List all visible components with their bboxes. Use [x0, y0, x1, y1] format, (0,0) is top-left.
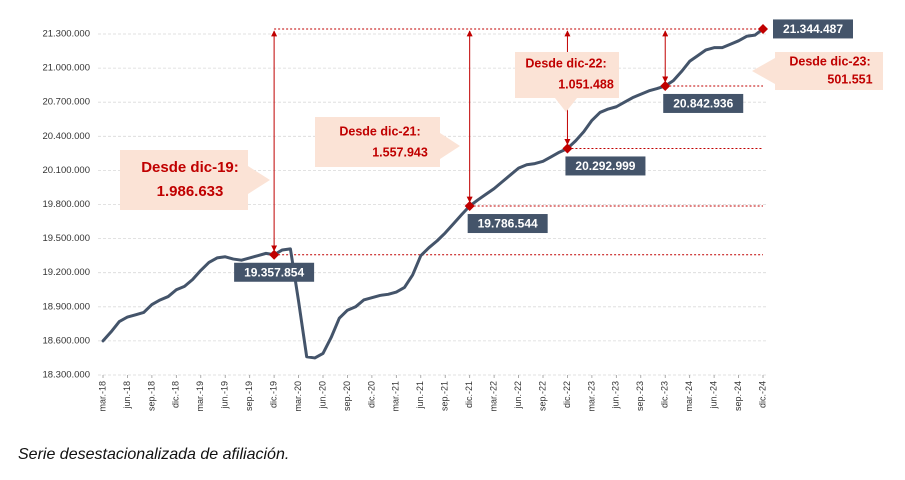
point-marker	[269, 249, 280, 260]
point-label: 20.292.999	[575, 159, 635, 173]
point-label-box	[467, 214, 548, 234]
callout-box	[775, 52, 883, 90]
callout-value: 1.051.488	[558, 77, 614, 91]
x-tick-label: jun.-21	[415, 381, 425, 410]
x-tick-label: jun.-23	[611, 381, 621, 410]
x-tick-label: jun.-19	[220, 381, 230, 410]
point-marker	[660, 80, 671, 91]
x-tick-label: mar.-22	[488, 381, 498, 412]
y-tick-label: 20.700.000	[42, 97, 90, 108]
x-tick-label: dic.-21	[464, 381, 474, 408]
callout-title: Desde dic-23:	[789, 54, 870, 68]
callout-box	[515, 52, 619, 98]
callout-pointer	[555, 98, 577, 112]
y-tick-label: 18.300.000	[42, 370, 90, 381]
callout-title: Desde dic-22:	[525, 56, 606, 70]
point-label-box	[234, 262, 315, 282]
y-tick-label: 19.200.000	[42, 267, 90, 278]
x-tick-label: dic.-20	[366, 381, 376, 408]
x-tick-label: dic.-23	[660, 381, 670, 408]
callout-box	[315, 117, 440, 167]
point-marker	[562, 143, 573, 154]
x-tick-label: sep.-22	[537, 381, 547, 411]
x-tick-label: jun.-20	[317, 381, 327, 410]
callout-box	[120, 150, 248, 210]
x-tick-label: jun.-22	[513, 381, 523, 410]
callout-pointer	[752, 58, 775, 84]
point-label-box	[773, 19, 853, 39]
x-tick-label: jun.-18	[122, 381, 132, 410]
x-tick-label: mar.-20	[293, 381, 303, 412]
point-label: 20.842.936	[673, 97, 733, 111]
y-tick-label: 20.100.000	[42, 165, 90, 176]
x-tick-label: dic.-19	[268, 381, 278, 408]
line	[101, 27, 765, 360]
point-marker	[464, 201, 475, 212]
point-label-box	[663, 93, 744, 113]
x-tick-label: dic.-18	[171, 381, 181, 408]
point-label: 19.357.854	[244, 265, 304, 279]
point-label: 19.786.544	[478, 217, 538, 231]
callout-pointer	[248, 166, 270, 194]
callout-title: Desde dic-19:	[141, 159, 239, 176]
caption: Serie desestacionalizada de afiliación.	[18, 446, 289, 463]
x-tick-label: mar.-19	[195, 381, 205, 412]
y-tick-label: 18.900.000	[42, 301, 90, 312]
y-tick-label: 19.800.000	[42, 199, 90, 210]
callout-value: 1.557.943	[372, 145, 428, 159]
y-tick-label: 19.500.000	[42, 233, 90, 244]
x-tick-label: mar.-23	[586, 381, 596, 412]
y-tick-label: 20.400.000	[42, 131, 90, 142]
x-tick-label: sep.-24	[733, 381, 743, 411]
x-tick-label: sep.-20	[342, 381, 352, 411]
x-tick-label: sep.-18	[146, 381, 156, 411]
x-tick-label: mar.-24	[684, 381, 694, 412]
x-tick-label: sep.-19	[244, 381, 254, 411]
callout-value: 1.986.633	[157, 183, 224, 200]
y-tick-label: 21.000.000	[42, 63, 90, 74]
y-tick-label: 21.300.000	[42, 29, 90, 40]
x-tick-label: dic.-24	[757, 381, 767, 408]
callout-value: 501.551	[827, 72, 872, 86]
x-tick-label: dic.-22	[562, 381, 572, 408]
point-label: 21.344.487	[783, 22, 843, 36]
x-tick-label: mar.-18	[97, 381, 107, 412]
y-tick-label: 18.600.000	[42, 335, 90, 346]
callout-pointer	[440, 133, 460, 159]
point-label-box	[565, 156, 646, 176]
callout-title: Desde dic-21:	[339, 124, 420, 138]
x-tick-label: mar.-21	[391, 381, 401, 412]
point-marker	[758, 23, 768, 34]
x-tick-label: sep.-23	[635, 381, 645, 411]
x-tick-label: sep.-21	[440, 381, 450, 411]
x-tick-label: jun.-24	[708, 381, 718, 410]
